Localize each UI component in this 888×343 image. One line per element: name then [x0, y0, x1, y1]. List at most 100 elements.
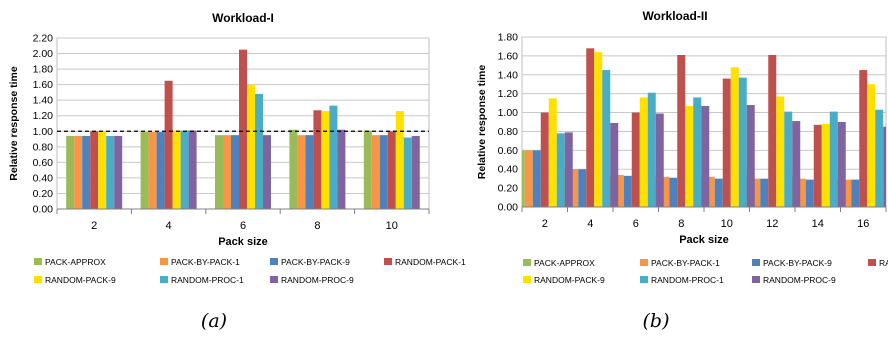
- y-tick-label: 1.80: [33, 64, 54, 76]
- y-tick-label: 0.60: [498, 145, 519, 157]
- bar: [363, 130, 372, 209]
- bar: [837, 122, 846, 207]
- bar: [701, 105, 710, 207]
- bar: [90, 131, 99, 209]
- legend-item: PACK-BY-PACK-9: [270, 257, 350, 267]
- bar: [337, 129, 346, 209]
- y-tick-label: 2.20: [33, 33, 54, 45]
- x-tick-label: 10: [721, 218, 733, 230]
- legend-label: RANDOM-PACK-9: [534, 275, 605, 285]
- x-axis-label: Pack size: [679, 234, 729, 246]
- x-tick-label: 16: [857, 218, 869, 230]
- bar: [540, 112, 549, 207]
- legend-item: RANDOM-PROC-9: [270, 275, 354, 285]
- bar: [215, 135, 223, 209]
- legend-label: RANDOM-PROC-9: [763, 275, 836, 285]
- bar: [784, 111, 793, 207]
- legend-swatch: [160, 276, 168, 283]
- legend-item: PACK-BY-PACK-1: [160, 257, 240, 267]
- bar: [524, 150, 533, 207]
- legend-label: RANDOM-PROC-1: [651, 275, 724, 285]
- legend-label: PACK-BY-PACK-1: [171, 257, 240, 267]
- legend-swatch: [868, 259, 876, 266]
- y-tick-label: 2.00: [33, 48, 54, 60]
- bar: [639, 97, 648, 207]
- bar: [623, 175, 632, 207]
- bar: [615, 174, 624, 207]
- bar: [321, 111, 330, 209]
- legend-label: PACK-BY-PACK-9: [281, 257, 350, 267]
- x-tick-label: 4: [166, 220, 172, 232]
- legend-item: PACK-APPROX: [34, 257, 106, 267]
- bar: [746, 105, 755, 207]
- bar: [231, 135, 239, 209]
- chart-workload-ii: 0.00 0.20 0.40 0.60 0.80 1.00 1.20 1.40 1.60 1.80…: [476, 9, 888, 332]
- y-tick-label: 0.00: [498, 202, 519, 214]
- legend-item: RANDOM-PROC-9: [752, 275, 836, 285]
- legend-item: RANDOM-PACK-9: [34, 275, 116, 285]
- bar: [371, 135, 380, 209]
- legend-label: PACK-BY-PACK-1: [651, 258, 720, 268]
- y-axis-label: Relative response time: [476, 65, 488, 180]
- bar: [329, 105, 338, 209]
- x-tick-label: 6: [633, 218, 639, 230]
- bar: [730, 67, 739, 207]
- bar: [792, 121, 801, 207]
- x-tick-label: 6: [240, 220, 246, 232]
- bar: [564, 132, 573, 207]
- legend-swatch: [640, 259, 648, 266]
- legend-label: RANDOM-PACK-9: [45, 275, 116, 285]
- x-tick-label: 10: [386, 220, 398, 232]
- bar: [74, 135, 83, 209]
- subfigure-caption: (b): [643, 310, 670, 332]
- bar: [164, 80, 173, 209]
- bar: [813, 124, 822, 207]
- bar: [655, 113, 664, 207]
- y-tick-label: 0.00: [33, 204, 54, 216]
- legend-swatch: [160, 258, 168, 265]
- legend-item: RANDOM-PACK-1: [868, 258, 888, 268]
- bar: [114, 135, 123, 209]
- x-tick-label: 2: [542, 218, 548, 230]
- y-tick-label: 0.60: [33, 157, 54, 169]
- bar: [647, 92, 656, 207]
- bar: [255, 93, 263, 209]
- y-tick-label: 0.80: [33, 141, 54, 153]
- legend-swatch: [34, 258, 42, 265]
- y-tick-label: 1.40: [33, 95, 54, 107]
- bar: [172, 130, 181, 209]
- bar: [669, 177, 678, 207]
- bar: [411, 135, 420, 209]
- legend-swatch: [270, 258, 278, 265]
- bar: [379, 135, 388, 209]
- bar: [297, 135, 306, 209]
- bar: [797, 178, 806, 207]
- x-tick-label: 12: [766, 218, 778, 230]
- y-tick-label: 1.40: [498, 69, 519, 81]
- bar: [677, 54, 686, 207]
- bar: [738, 77, 747, 207]
- legend-item: PACK-BY-PACK-9: [752, 258, 832, 268]
- bar: [631, 112, 640, 207]
- bar: [305, 135, 314, 209]
- bar: [843, 179, 852, 207]
- bar: [594, 52, 603, 207]
- bar: [289, 129, 298, 209]
- legend-item: RANDOM-PROC-1: [160, 275, 244, 285]
- chart-workload-i: 0.00 0.20 0.40 0.60 0.80 1.00 1.20 1.40 1.60 1.80…: [8, 11, 466, 332]
- legend-swatch: [523, 259, 531, 266]
- bar: [66, 135, 75, 209]
- bar: [180, 130, 189, 209]
- bar: [98, 131, 107, 209]
- legend-swatch: [270, 276, 278, 283]
- bar: [578, 169, 587, 207]
- bar: [661, 176, 670, 207]
- bar: [223, 135, 231, 209]
- legend-item: PACK-BY-PACK-1: [640, 258, 720, 268]
- bar: [760, 178, 769, 207]
- bar: [867, 84, 876, 207]
- chart-title: Workload-I: [212, 11, 274, 25]
- y-tick-label: 1.60: [33, 79, 54, 91]
- bar: [859, 70, 868, 207]
